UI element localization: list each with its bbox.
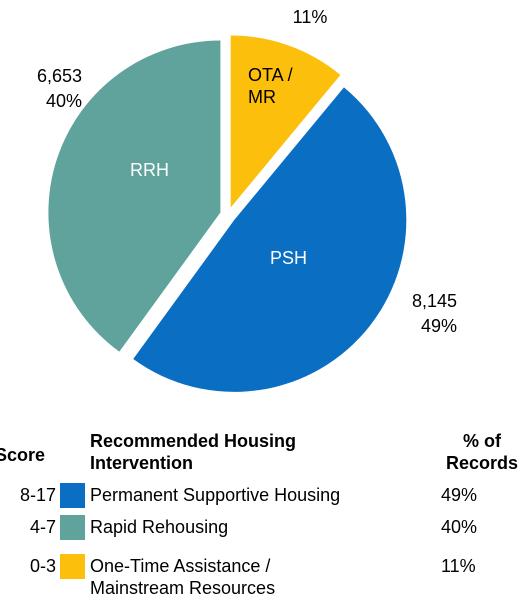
slice-name: OTA / MR	[248, 65, 293, 107]
legend-swatch	[60, 554, 85, 579]
slice-percent: 11%	[292, 7, 328, 27]
percent: 49%	[441, 485, 478, 505]
slice-count: 8,145	[411, 291, 457, 311]
pie-slice	[133, 87, 407, 392]
legend-swatch	[60, 483, 85, 508]
score: 4-7	[29, 517, 56, 537]
intervention: One-Time Assistance / Mainstream Resourc…	[90, 556, 276, 598]
header-intervention: Recommended Housing Intervention	[90, 431, 297, 473]
slice-name: PSH	[270, 248, 308, 268]
intervention: Rapid Rehousing	[90, 517, 229, 537]
score: 0-3	[29, 556, 56, 576]
pie-slice	[230, 35, 341, 208]
header-percent: % of Records	[445, 431, 519, 473]
pie-chart	[48, 35, 407, 392]
legend-swatch	[60, 515, 85, 540]
percent: 11%	[441, 556, 476, 576]
pie-slice	[48, 40, 221, 352]
percent: 40%	[441, 517, 478, 537]
intervention: Permanent Supportive Housing	[90, 485, 341, 505]
slice-count: 6,653	[36, 66, 82, 86]
score: 8-17	[19, 485, 56, 505]
header-score: Score	[0, 445, 46, 465]
slice-percent: 40%	[45, 91, 82, 111]
slice-name: RRH	[130, 160, 169, 180]
slice-percent: 49%	[420, 316, 457, 336]
